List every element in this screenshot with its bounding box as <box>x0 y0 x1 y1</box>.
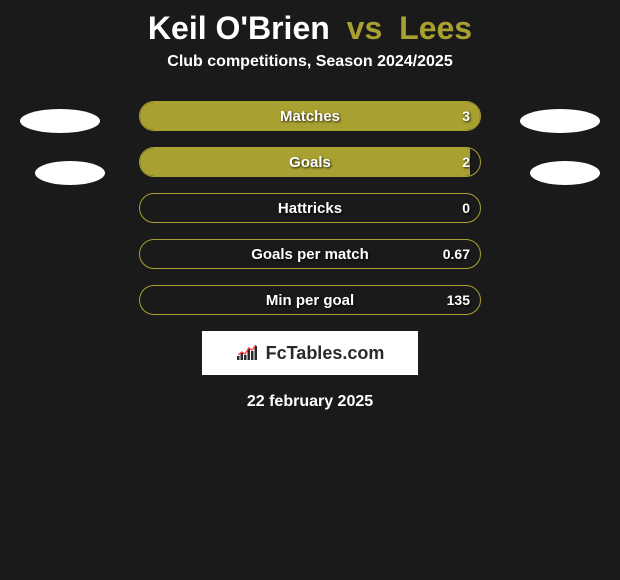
stat-bars: Matches3Goals2Hattricks0Goals per match0… <box>139 101 481 315</box>
stat-bar-row: Goals2 <box>139 147 481 177</box>
stat-value-right: 0 <box>462 194 470 222</box>
stat-label: Hattricks <box>140 194 480 222</box>
comparison-infographic: Keil O'Brien vs Lees Club competitions, … <box>0 0 620 580</box>
stat-label: Matches <box>140 102 480 130</box>
player2-name: Lees <box>399 10 472 46</box>
stat-bar-row: Hattricks0 <box>139 193 481 223</box>
stat-value-right: 0.67 <box>443 240 470 268</box>
player1-name: Keil O'Brien <box>148 10 330 46</box>
stat-label: Min per goal <box>140 286 480 314</box>
decor-ellipse-right-1 <box>520 109 600 133</box>
date-text: 22 february 2025 <box>0 393 620 411</box>
stat-bar-row: Min per goal135 <box>139 285 481 315</box>
decor-ellipse-left-1 <box>20 109 100 133</box>
stat-label: Goals per match <box>140 240 480 268</box>
stat-bar-row: Matches3 <box>139 101 481 131</box>
logo-text: FcTables.com <box>266 343 385 364</box>
decor-ellipse-left-2 <box>35 161 105 185</box>
stat-value-right: 3 <box>462 102 470 130</box>
decor-ellipse-right-2 <box>530 161 600 185</box>
stat-value-right: 135 <box>447 286 470 314</box>
stat-label: Goals <box>140 148 480 176</box>
stat-bar-row: Goals per match0.67 <box>139 239 481 269</box>
logo-chart-icon <box>236 342 260 365</box>
vs-text: vs <box>347 10 383 46</box>
stat-value-right: 2 <box>462 148 470 176</box>
subtitle: Club competitions, Season 2024/2025 <box>0 53 620 71</box>
logo-box: FcTables.com <box>202 331 418 375</box>
title: Keil O'Brien vs Lees <box>0 0 620 53</box>
stats-area: Matches3Goals2Hattricks0Goals per match0… <box>0 101 620 315</box>
